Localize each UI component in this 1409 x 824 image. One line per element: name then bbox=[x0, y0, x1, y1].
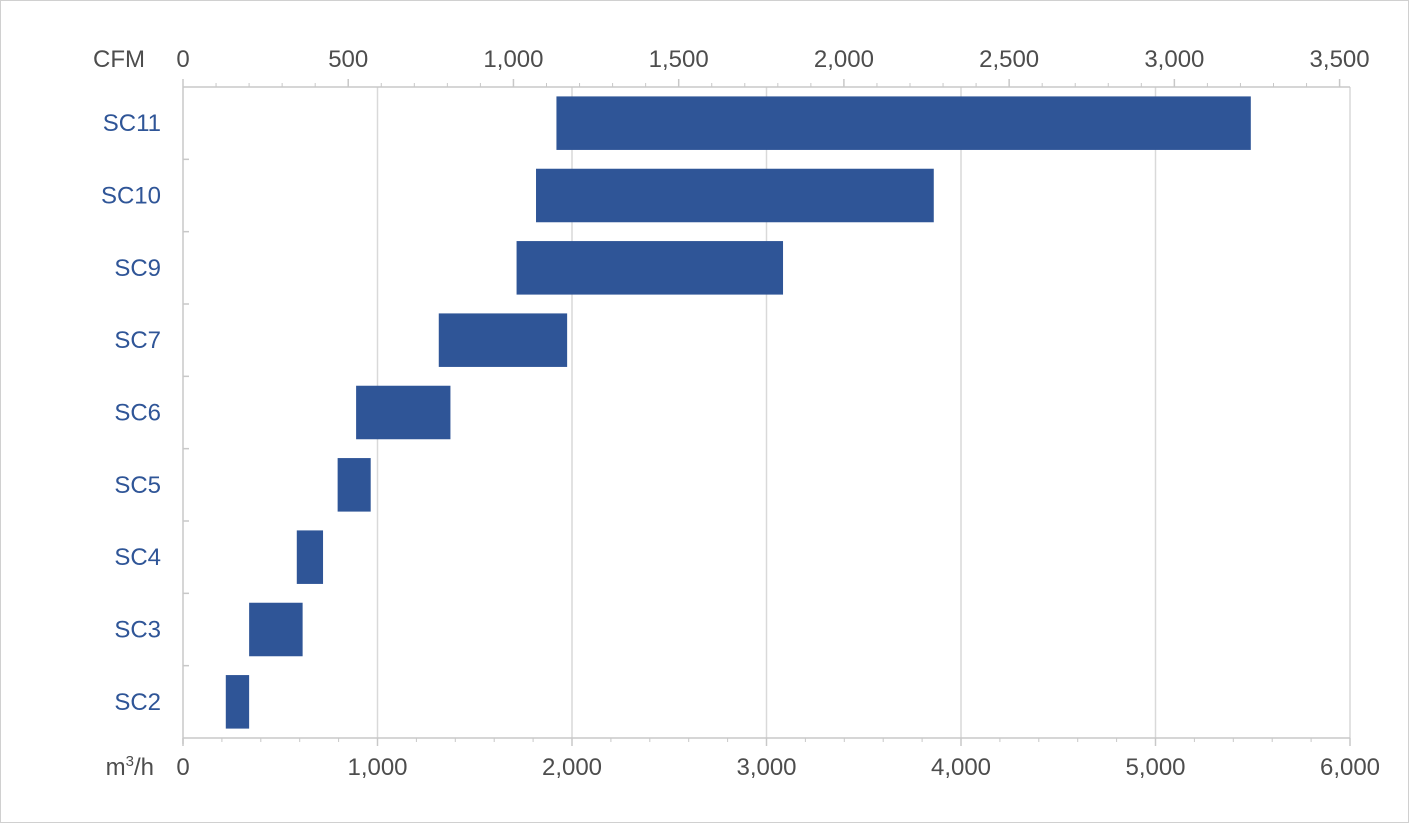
bar-sc4 bbox=[296, 530, 324, 584]
top-tick-label: 500 bbox=[328, 46, 368, 73]
bar-sc7 bbox=[438, 313, 568, 367]
bottom-axis-unit-sup: 3 bbox=[126, 753, 134, 770]
bar-sc6 bbox=[356, 385, 451, 440]
top-tick-label: 3,500 bbox=[1310, 46, 1370, 73]
bottom-tick-label: 1,000 bbox=[347, 754, 407, 781]
bottom-axis-unit-tail: /h bbox=[134, 754, 154, 781]
bar-sc11 bbox=[556, 96, 1251, 150]
bar-sc9 bbox=[516, 241, 784, 295]
bar-sc2 bbox=[225, 675, 250, 729]
category-label: SC6 bbox=[114, 400, 161, 427]
top-axis-unit-label: CFM bbox=[93, 46, 145, 73]
bottom-tick-label: 3,000 bbox=[736, 754, 796, 781]
category-label: SC7 bbox=[114, 327, 161, 354]
bar-sc10 bbox=[536, 168, 934, 223]
top-tick-label: 3,000 bbox=[1144, 46, 1204, 73]
bottom-axis-unit-label: m3/h bbox=[106, 753, 154, 781]
bottom-tick-label: 6,000 bbox=[1320, 754, 1380, 781]
top-tick-label: 2,000 bbox=[814, 46, 874, 73]
top-tick-label: 0 bbox=[176, 46, 189, 73]
category-label: SC9 bbox=[114, 255, 161, 282]
top-tick-label: 2,500 bbox=[979, 46, 1039, 73]
category-label: SC2 bbox=[114, 689, 161, 716]
bottom-tick-label: 4,000 bbox=[931, 754, 991, 781]
category-label: SC4 bbox=[114, 544, 161, 571]
bar-layer bbox=[225, 96, 1251, 729]
bottom-axis-unit-base: m bbox=[106, 754, 126, 781]
bottom-tick-label: 0 bbox=[176, 754, 189, 781]
top-tick-label: 1,500 bbox=[649, 46, 709, 73]
bottom-tick-label: 5,000 bbox=[1125, 754, 1185, 781]
top-tick-label: 1,000 bbox=[483, 46, 543, 73]
bar-sc5 bbox=[337, 458, 371, 512]
category-label: SC3 bbox=[114, 617, 161, 644]
category-label: SC11 bbox=[103, 110, 161, 137]
label-layer: CFM m3/h 0 1,000 2,000 3,000 4,000 5,000 6,000… bbox=[93, 46, 1380, 781]
category-label: SC5 bbox=[114, 472, 161, 499]
bottom-tick-label: 2,000 bbox=[542, 754, 602, 781]
bar-sc3 bbox=[249, 602, 303, 657]
axis-layer bbox=[182, 79, 1351, 746]
category-label: SC10 bbox=[101, 183, 161, 210]
